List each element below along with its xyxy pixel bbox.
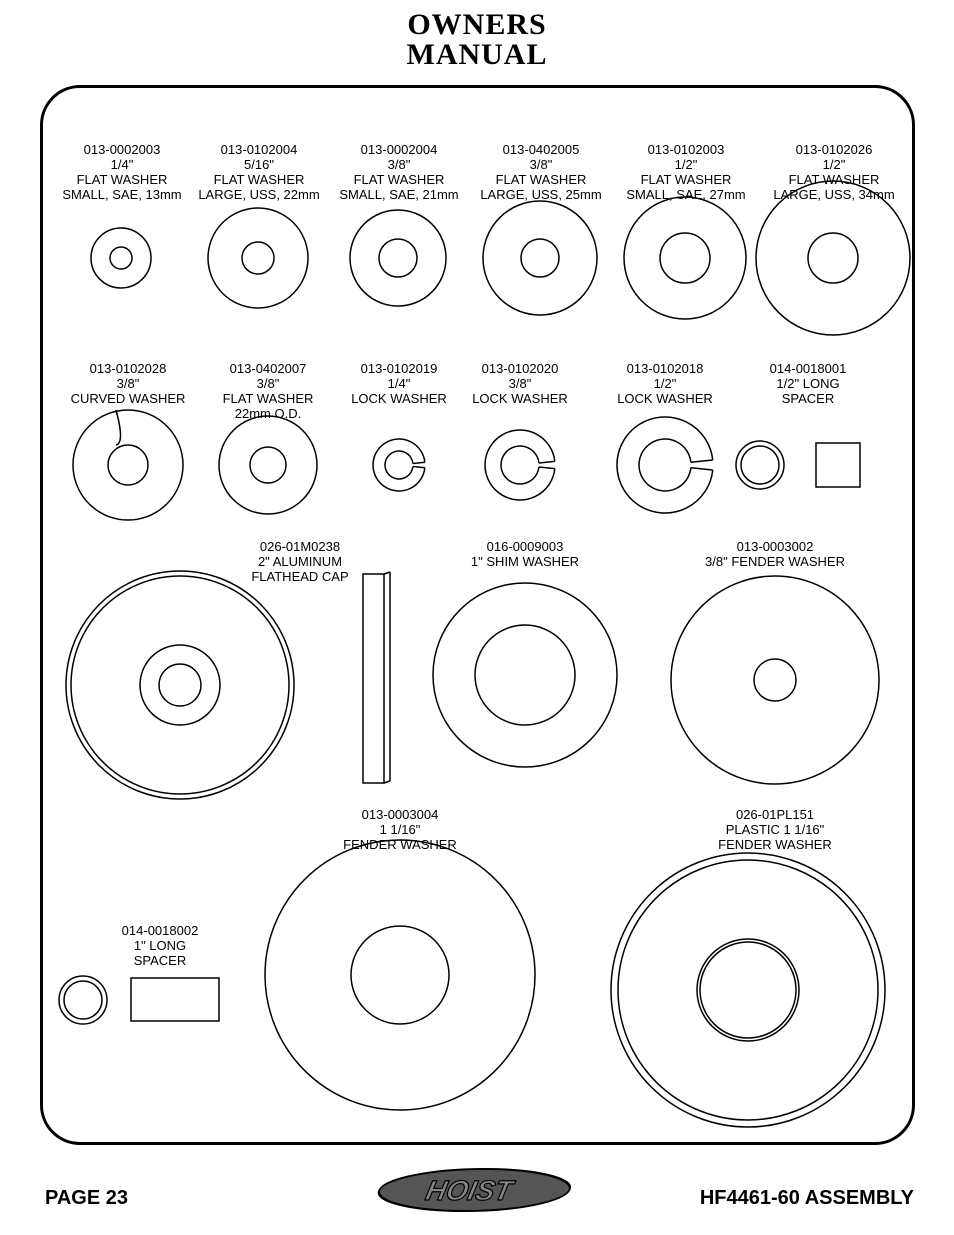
label-fender-38: 013-00030023/8" FENDER WASHER (705, 540, 845, 570)
label-plastic-fender: 026-01PL151PLASTIC 1 1/16"FENDER WASHER (718, 808, 832, 853)
label-curved-washer: 013-01020283/8"CURVED WASHER (71, 362, 186, 407)
lock-washer-0 (369, 435, 429, 495)
washer-row1-2 (346, 206, 450, 310)
fender-116-svg (261, 836, 539, 1114)
lock-washer-2 (613, 413, 717, 517)
spacer-12-end (732, 437, 788, 493)
plastic-fender-svg (607, 849, 889, 1131)
label-row1-1: 013-01020045/16"FLAT WASHERLARGE, USS, 2… (198, 143, 319, 203)
spacer-12-side (815, 442, 861, 488)
fender-38-svg (667, 572, 883, 788)
label-spacer-12: 014-00180011/2" LONGSPACER (770, 362, 847, 407)
spacer-1-side (130, 977, 220, 1022)
page: OWNERS MANUAL 013-00020031/4"FLAT WASHER… (0, 0, 954, 1235)
label-lock-2: 013-01020181/2"LOCK WASHER (617, 362, 713, 407)
label-lock-0: 013-01020191/4"LOCK WASHER (351, 362, 447, 407)
label-shim-washer: 016-00090031" SHIM WASHER (471, 540, 579, 570)
label-row1-3: 013-04020053/8"FLAT WASHERLARGE, USS, 25… (480, 143, 601, 203)
washer-row1-4 (620, 193, 750, 323)
curved-washer-svg (69, 406, 187, 524)
washer-row1-1 (204, 204, 312, 312)
doc-title: OWNERS MANUAL (0, 0, 954, 70)
footer: PAGE 23 HF4461-60 ASSEMBLY HOIST (0, 1170, 954, 1220)
spacer-1-end (55, 972, 111, 1028)
svg-text:HOIST: HOIST (423, 1174, 518, 1206)
lock-washer-1 (481, 426, 559, 504)
brand-logo: HOIST (367, 1163, 587, 1218)
label-row1-0: 013-00020031/4"FLAT WASHERSMALL, SAE, 13… (62, 143, 181, 203)
page-number: PAGE 23 (45, 1187, 128, 1210)
label-lock-1: 013-01020203/8"LOCK WASHER (472, 362, 568, 407)
flat-22od-svg (215, 412, 321, 518)
washer-row1-3 (479, 197, 601, 319)
washer-row1-0 (87, 224, 155, 292)
label-spacer-1: 014-00180021" LONGSPACER (122, 924, 199, 969)
flathead-cap-side (362, 573, 392, 786)
assembly-id: HF4461-60 ASSEMBLY (700, 1187, 914, 1210)
title-line1: OWNERS (407, 8, 546, 41)
shim-washer-svg (429, 579, 621, 771)
washer-row1-5 (752, 177, 914, 339)
label-row1-2: 013-00020043/8"FLAT WASHERSMALL, SAE, 21… (339, 143, 458, 203)
flathead-cap-face (62, 567, 298, 803)
title-line2: MANUAL (407, 38, 548, 71)
